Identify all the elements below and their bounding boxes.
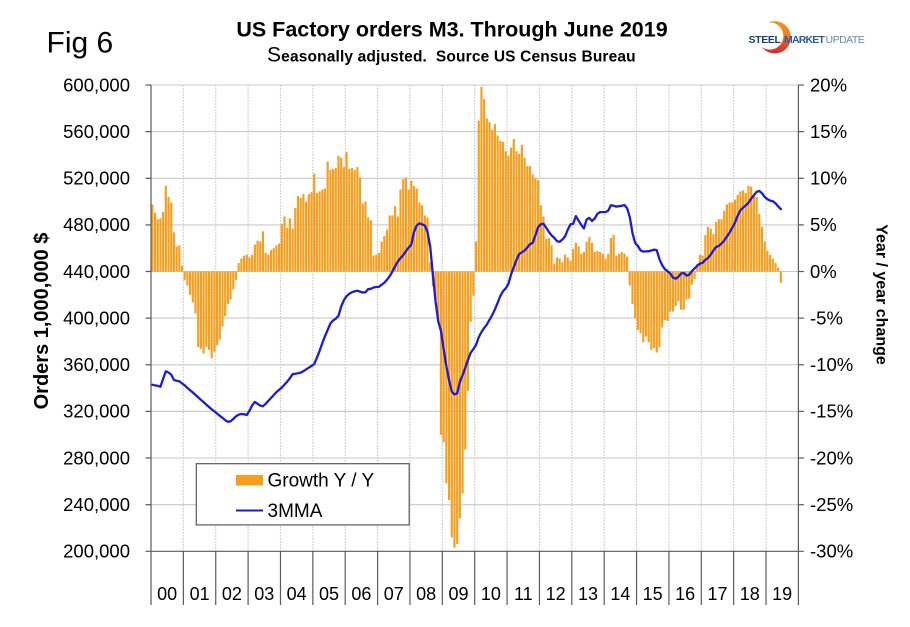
svg-text:5%: 5% xyxy=(810,214,837,235)
svg-text:12: 12 xyxy=(546,584,566,604)
svg-text:04: 04 xyxy=(287,584,307,604)
svg-text:06: 06 xyxy=(351,584,371,604)
svg-text:Fig 6: Fig 6 xyxy=(47,27,114,60)
svg-text:14: 14 xyxy=(610,584,630,604)
svg-text:-15%: -15% xyxy=(810,401,853,422)
svg-text:10%: 10% xyxy=(810,168,847,189)
svg-text:05: 05 xyxy=(319,584,339,604)
svg-text:18: 18 xyxy=(740,584,760,604)
svg-text:440,000: 440,000 xyxy=(63,261,130,282)
svg-text:MARKET: MARKET xyxy=(784,34,825,46)
svg-text:09: 09 xyxy=(448,584,468,604)
svg-text:Seasonally adjusted. Source U: Seasonally adjusted. Source US Census Bu… xyxy=(267,44,636,67)
svg-text:17: 17 xyxy=(707,584,727,604)
svg-text:Orders 1,000,000 $: Orders 1,000,000 $ xyxy=(31,233,53,410)
svg-text:520,000: 520,000 xyxy=(63,168,130,189)
svg-text:Growth Y / Y: Growth Y / Y xyxy=(268,471,375,492)
svg-text:600,000: 600,000 xyxy=(63,74,130,95)
svg-text:560,000: 560,000 xyxy=(63,121,130,142)
svg-text:-30%: -30% xyxy=(810,541,853,562)
svg-text:US Factory orders M3. Through: US Factory orders M3. Through June 2019 xyxy=(236,18,667,42)
svg-text:19: 19 xyxy=(772,584,792,604)
svg-text:240,000: 240,000 xyxy=(63,494,130,515)
svg-text:400,000: 400,000 xyxy=(63,307,130,328)
svg-text:360,000: 360,000 xyxy=(63,354,130,375)
svg-text:13: 13 xyxy=(578,584,598,604)
svg-text:3MMA: 3MMA xyxy=(268,501,323,522)
svg-text:16: 16 xyxy=(675,584,695,604)
svg-text:-5%: -5% xyxy=(810,307,843,328)
svg-text:UPDATE: UPDATE xyxy=(826,34,865,46)
svg-text:-10%: -10% xyxy=(810,354,853,375)
svg-text:320,000: 320,000 xyxy=(63,401,130,422)
svg-text:01: 01 xyxy=(190,584,210,604)
svg-text:08: 08 xyxy=(416,584,436,604)
svg-text:15: 15 xyxy=(643,584,663,604)
svg-text:-20%: -20% xyxy=(810,447,853,468)
svg-text:10: 10 xyxy=(481,584,501,604)
svg-text:480,000: 480,000 xyxy=(63,214,130,235)
svg-text:00: 00 xyxy=(157,584,177,604)
svg-text:03: 03 xyxy=(254,584,274,604)
svg-text:02: 02 xyxy=(222,584,242,604)
svg-text:200,000: 200,000 xyxy=(63,541,130,562)
svg-text:Year / year change: Year / year change xyxy=(873,224,890,365)
svg-text:280,000: 280,000 xyxy=(63,447,130,468)
svg-text:15%: 15% xyxy=(810,121,847,142)
svg-text:-25%: -25% xyxy=(810,494,853,515)
svg-text:20%: 20% xyxy=(810,74,847,95)
svg-text:07: 07 xyxy=(384,584,404,604)
svg-text:STEEL: STEEL xyxy=(749,34,782,46)
svg-text:11: 11 xyxy=(514,584,533,604)
svg-text:0%: 0% xyxy=(810,261,837,282)
